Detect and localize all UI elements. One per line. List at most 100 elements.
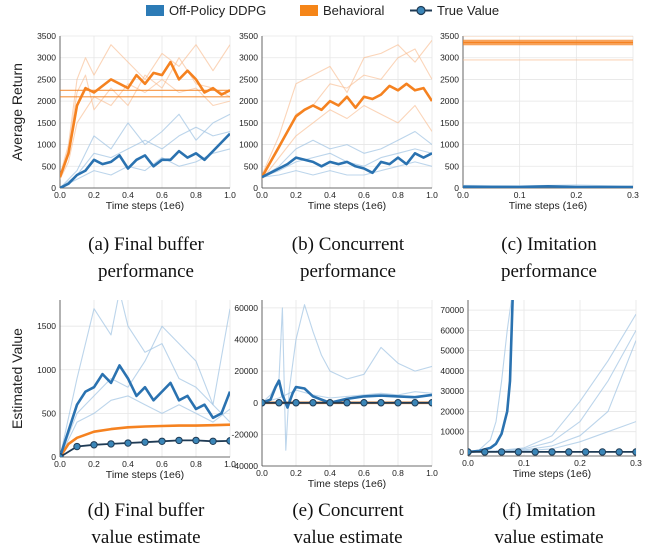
panel-caption-line: (b) Concurrent	[292, 234, 405, 255]
y-tick-label: 10000	[440, 427, 464, 437]
panel-caption-line: (a) Final buffer	[88, 234, 204, 255]
true-value-point	[60, 453, 64, 457]
series-line-ddpg-mean	[463, 185, 633, 188]
true-value-point	[90, 441, 98, 449]
y-tick-label: 500	[42, 161, 56, 171]
legend-swatch-ddpg	[146, 5, 164, 16]
true-value-point	[481, 448, 489, 456]
series-line-ddpg-run	[262, 304, 432, 451]
series-line-behavioral-mean	[262, 82, 432, 178]
panels: 0 500 1000 1500 2000 2500 3000 3500 0.0 0.2 0.4 0.6…	[9, 31, 642, 548]
y-tick-label: 3000	[440, 53, 459, 63]
y-tick-label: 1500	[239, 118, 258, 128]
y-tick-label: 0	[454, 183, 459, 193]
series-line-behavioral-run	[262, 104, 432, 180]
x-tick-label: 0.0	[457, 190, 469, 200]
y-tick-label: 1000	[37, 140, 56, 150]
panel-a: 0 500 1000 1500 2000 2500 3000 3500 0.0 0.2 0.4 0.6…	[9, 31, 236, 282]
series-line-ddpg-run	[60, 113, 230, 188]
x-tick-label: 0.0	[54, 190, 66, 200]
x-axis-label: Time steps (1e6)	[509, 200, 587, 212]
true-value-point	[565, 448, 573, 456]
series-line-behavioral-mean	[60, 423, 230, 457]
x-tick-label: 0.0	[256, 468, 268, 478]
panel-caption-line: performance	[300, 261, 396, 282]
x-tick-label: 1.0	[224, 459, 236, 469]
x-axis-label: Time steps (1e6)	[513, 468, 591, 480]
y-tick-label: 0	[51, 183, 56, 193]
true-value-point	[292, 399, 300, 407]
y-tick-label: 0	[51, 452, 56, 462]
series-line-ddpg-run	[60, 300, 230, 457]
true-value-point	[262, 399, 266, 407]
true-value-point	[428, 399, 432, 407]
x-tick-label: 0.1	[514, 190, 526, 200]
true-value-point	[548, 448, 556, 456]
x-tick-label: 1.0	[224, 190, 236, 200]
series-line-ddpg-mean	[262, 379, 432, 409]
series-group	[463, 36, 633, 188]
y-tick-label: 1000	[239, 140, 258, 150]
y-tick-label: 3500	[440, 31, 459, 41]
y-tick-label: 30000	[440, 386, 464, 396]
panel-caption-line: value estimate	[91, 527, 200, 548]
true-value-point	[411, 399, 419, 407]
y-tick-label: 2500	[37, 74, 56, 84]
panel-caption-line: value estimate	[494, 527, 603, 548]
true-value-point	[632, 448, 636, 456]
series-line-ddpg-run	[262, 389, 432, 404]
x-tick-label: 0.4	[324, 468, 336, 478]
x-axis-label: Time steps (1e6)	[106, 200, 184, 212]
series-group	[60, 300, 230, 457]
true-value-point	[226, 437, 230, 445]
series-line-ddpg-run	[262, 161, 432, 178]
legend-label-true-value: True Value	[437, 3, 499, 18]
series-line-ddpg-mean	[60, 364, 230, 457]
true-value-point	[209, 437, 217, 445]
series-line-behavioral-run	[60, 44, 230, 176]
true-value-point	[581, 448, 590, 456]
y-tick-label: 2000	[37, 96, 56, 106]
legend-label-ddpg: Off-Policy DDPG	[169, 3, 266, 18]
true-value-point	[598, 448, 607, 456]
x-tick-label: 0.4	[122, 190, 134, 200]
x-tick-label: 0.2	[290, 468, 302, 478]
series-line-ddpg-mean	[60, 132, 230, 188]
x-tick-label: 0.8	[392, 468, 404, 478]
panel-f: 0 10000 20000 30000 40000 50000 60000 70000 0.0 0…	[440, 300, 642, 548]
y-tick-label: 40000	[440, 366, 464, 376]
x-tick-label: 0.1	[518, 458, 530, 468]
y-tick-label: -20000	[232, 429, 259, 439]
panel-caption-line: (f) Imitation	[502, 500, 596, 521]
y-tick-label: 3500	[37, 31, 56, 41]
y-axis-label: Estimated Value	[9, 328, 25, 429]
x-tick-label: 0.2	[570, 190, 582, 200]
true-value-point	[615, 448, 623, 456]
y-tick-label: 500	[244, 161, 258, 171]
y-tick-label: 500	[42, 408, 56, 418]
true-value-point	[497, 448, 506, 456]
series-line-ddpg-mean	[468, 300, 514, 454]
panel-d: 0 500 1000 1500 0.0 0.2 0.4 0.6 0.8 1.0 Time steps…	[9, 300, 236, 548]
x-tick-label: 0.8	[190, 459, 202, 469]
true-value-point	[158, 437, 166, 445]
panel-b: 0 500 1000 1500 2000 2500 3000 3500 0.0 0.2 0.4 0.6…	[239, 31, 438, 282]
panel-e: -40000 -20000 0 20000 40000 60000 0.0 0.2 0.4 0.6…	[232, 300, 438, 548]
x-tick-label: 0.0	[256, 190, 268, 200]
y-tick-label: 2000	[239, 96, 258, 106]
x-tick-label: 1.0	[426, 190, 438, 200]
x-tick-label: 0.2	[88, 190, 100, 200]
y-tick-label: 1500	[440, 118, 459, 128]
y-tick-label: 0	[253, 183, 258, 193]
y-tick-label: 40000	[234, 335, 258, 345]
series-line-behavioral-mean	[60, 60, 230, 178]
panel-caption-line: (c) Imitation	[501, 234, 597, 255]
y-tick-label: 60000	[234, 303, 258, 313]
true-value-point	[192, 436, 200, 445]
series-group	[468, 300, 636, 456]
panel-caption-line: (d) Final buffer	[88, 500, 205, 521]
panel-caption-line: performance	[501, 261, 597, 282]
x-tick-label: 0.4	[324, 190, 336, 200]
series-group	[262, 304, 432, 451]
